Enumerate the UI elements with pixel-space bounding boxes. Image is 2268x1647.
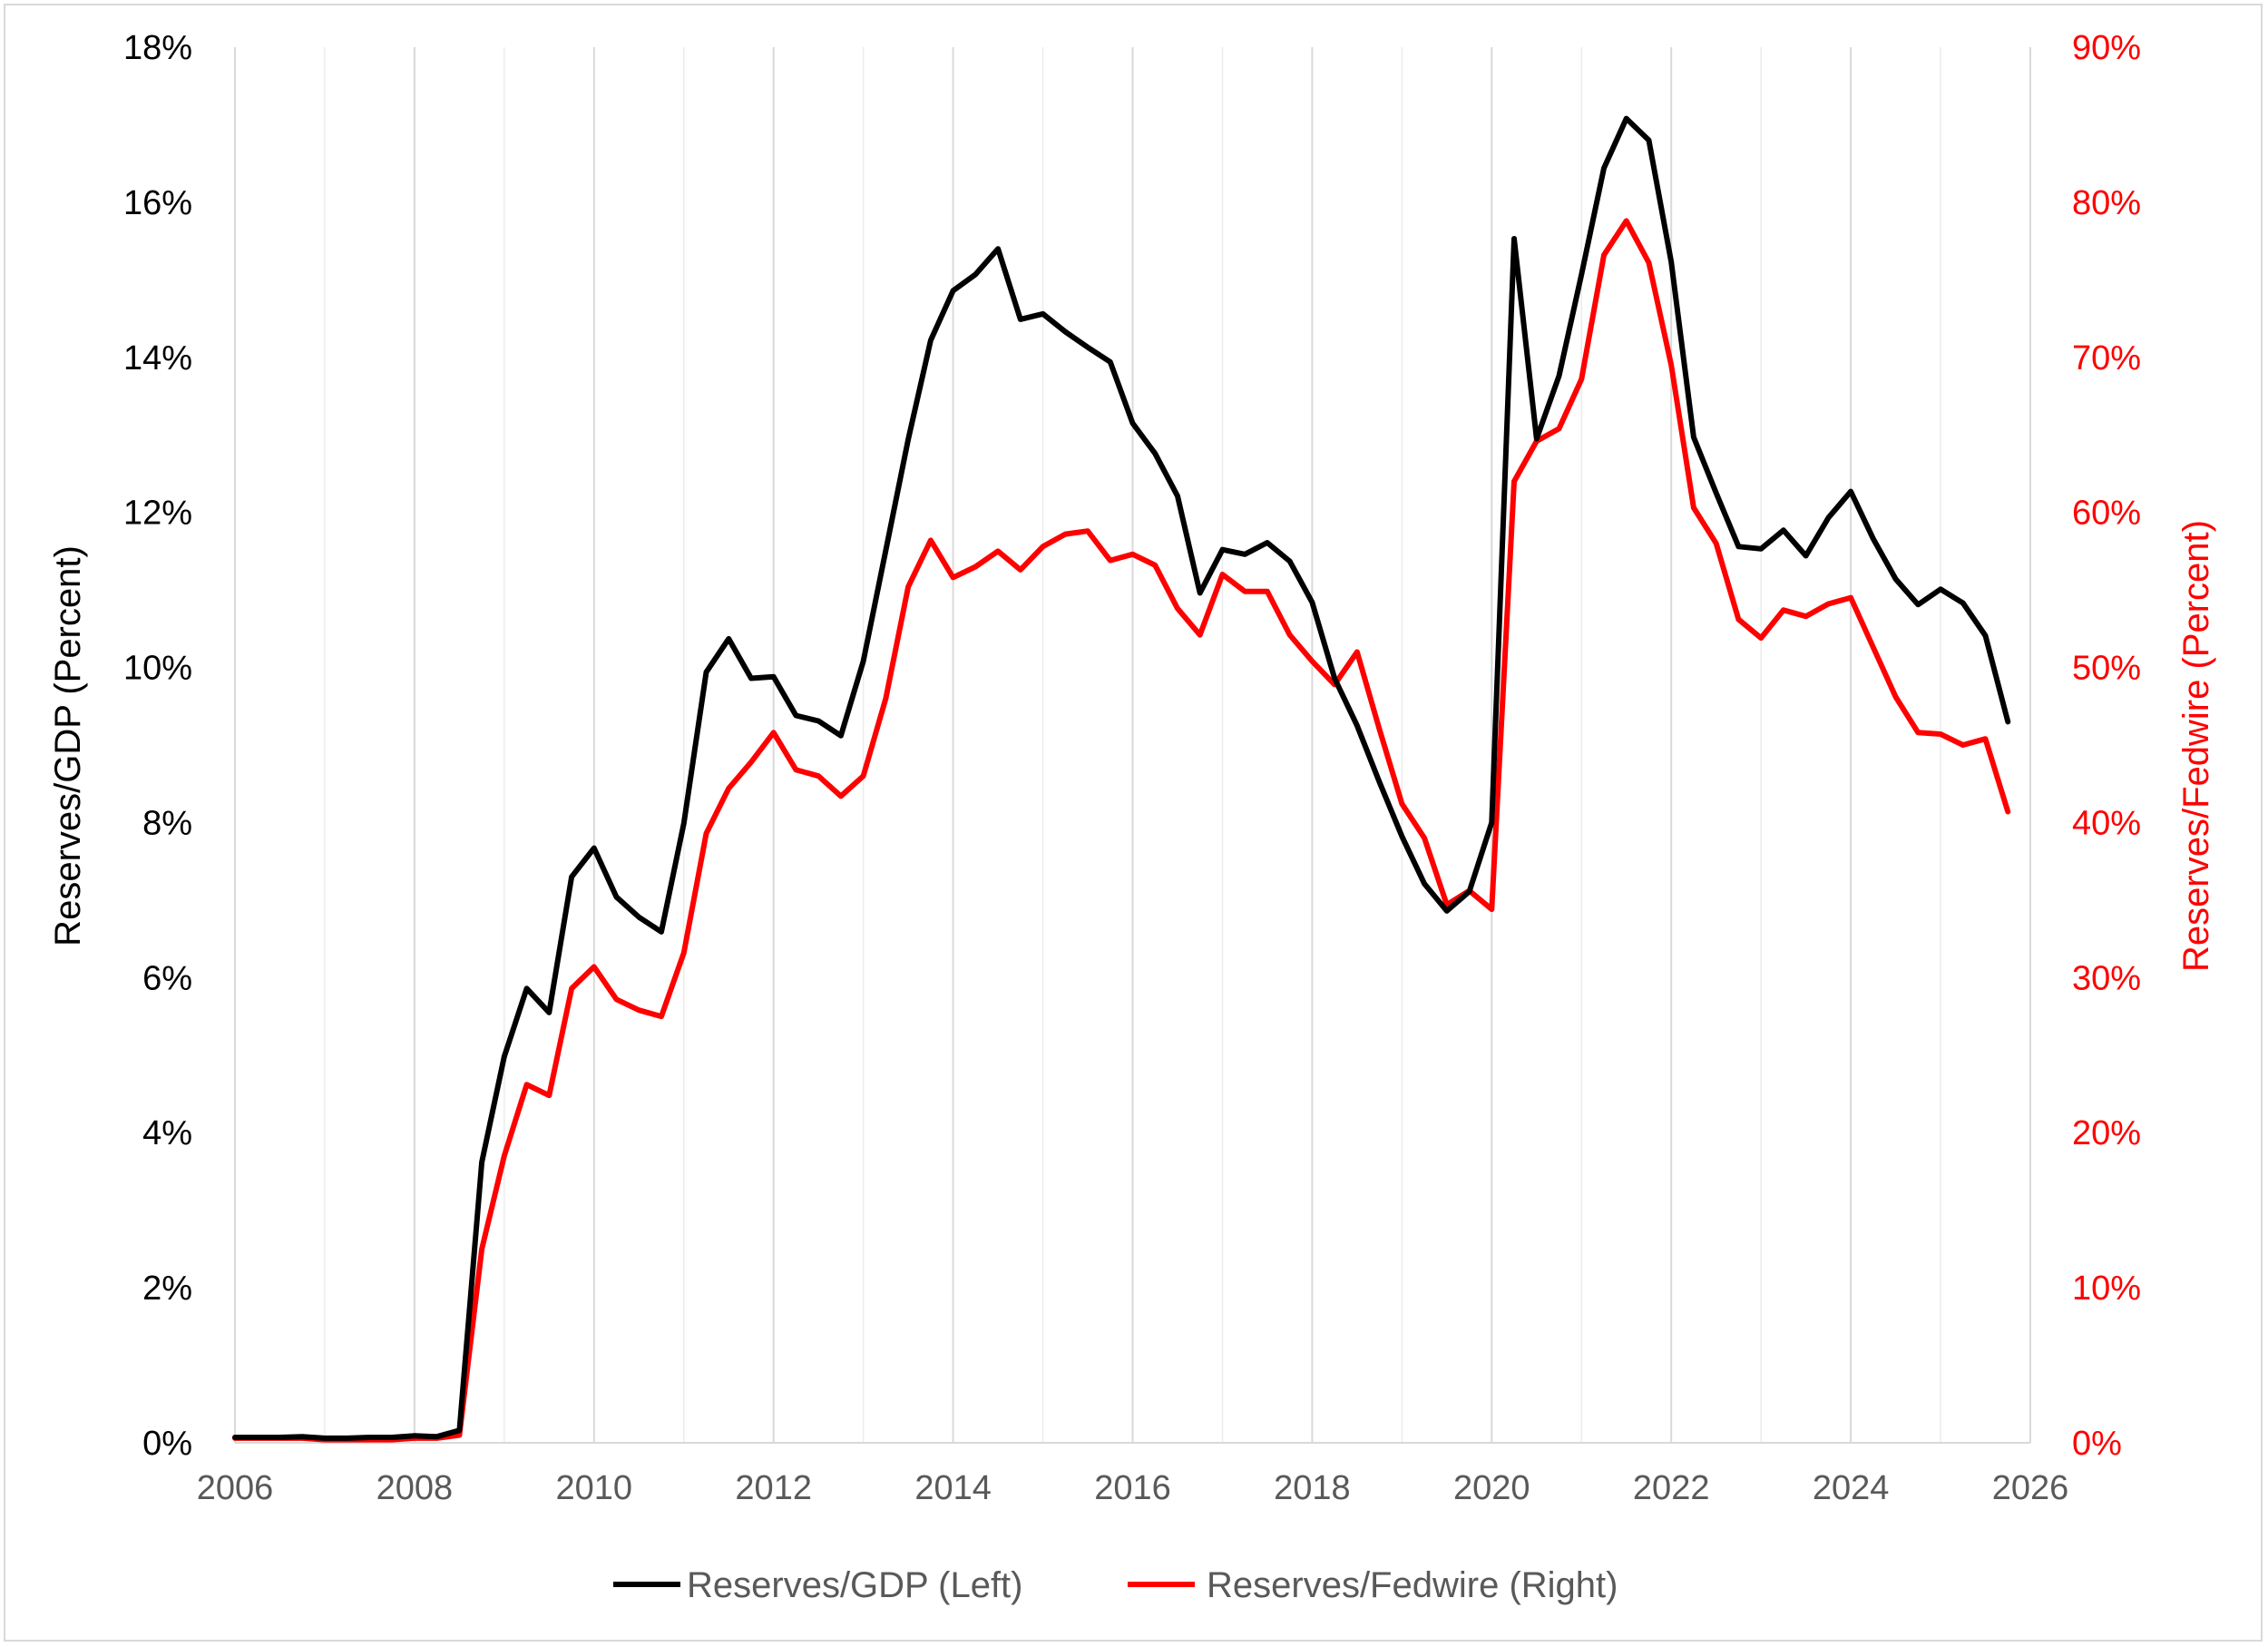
right-axis-title: Reserves/Fedwire (Percent) (2176, 520, 2216, 972)
x-tick-label: 2026 (1992, 1469, 2069, 1507)
left-tick-label: 18% (123, 29, 192, 67)
left-tick-label: 4% (142, 1114, 192, 1152)
right-tick-label: 10% (2072, 1270, 2141, 1308)
legend: Reserves/GDP (Left) Reserves/Fedwire (Ri… (613, 1565, 1618, 1605)
x-tick-label: 2018 (1274, 1469, 1351, 1507)
x-tick-label: 2020 (1453, 1469, 1530, 1507)
left-tick-label: 16% (123, 184, 192, 222)
left-y-axis-ticks: 0% 2% 4% 6% 8% 10% 12% 14% 16% 18% (123, 29, 192, 1463)
x-axis-ticks: 2006 2008 2010 2012 2014 2016 2018 2020 2022 2024… (197, 1469, 2069, 1507)
left-tick-label: 10% (123, 650, 192, 688)
right-tick-label: 20% (2072, 1114, 2141, 1152)
left-tick-label: 2% (142, 1270, 192, 1308)
series-lines (232, 115, 2011, 1443)
right-tick-label: 60% (2072, 495, 2141, 533)
left-tick-label: 12% (123, 495, 192, 533)
x-tick-label: 2014 (914, 1469, 992, 1507)
left-tick-label: 0% (142, 1425, 192, 1463)
x-tick-label: 2010 (556, 1469, 633, 1507)
legend-label-fedwire: Reserves/Fedwire (Right) (1207, 1565, 1618, 1605)
left-tick-label: 14% (123, 339, 192, 377)
right-tick-label: 80% (2072, 184, 2141, 222)
right-tick-label: 70% (2072, 339, 2141, 377)
left-axis-title: Reserves/GDP (Percent) (48, 545, 88, 946)
x-tick-label: 2006 (197, 1469, 274, 1507)
series-line-reserves-gdp (232, 115, 2011, 1441)
right-tick-label: 40% (2072, 804, 2141, 842)
x-tick-label: 2022 (1633, 1469, 1710, 1507)
x-tick-label: 2024 (1813, 1469, 1890, 1507)
vertical-gridlines (234, 47, 2031, 1443)
right-tick-label: 30% (2072, 959, 2141, 997)
x-tick-label: 2008 (376, 1469, 454, 1507)
right-y-axis-ticks: 0% 10% 20% 30% 40% 50% 60% 70% 80% 90% (2072, 29, 2141, 1463)
x-tick-label: 2012 (735, 1469, 812, 1507)
right-tick-label: 0% (2072, 1425, 2122, 1463)
series-line-reserves-fedwire (232, 218, 2011, 1443)
right-tick-label: 90% (2072, 29, 2141, 67)
legend-label-gdp: Reserves/GDP (Left) (687, 1565, 1023, 1605)
x-tick-label: 2016 (1094, 1469, 1171, 1507)
right-tick-label: 50% (2072, 650, 2141, 688)
left-tick-label: 6% (142, 959, 192, 997)
left-tick-label: 8% (142, 804, 192, 842)
